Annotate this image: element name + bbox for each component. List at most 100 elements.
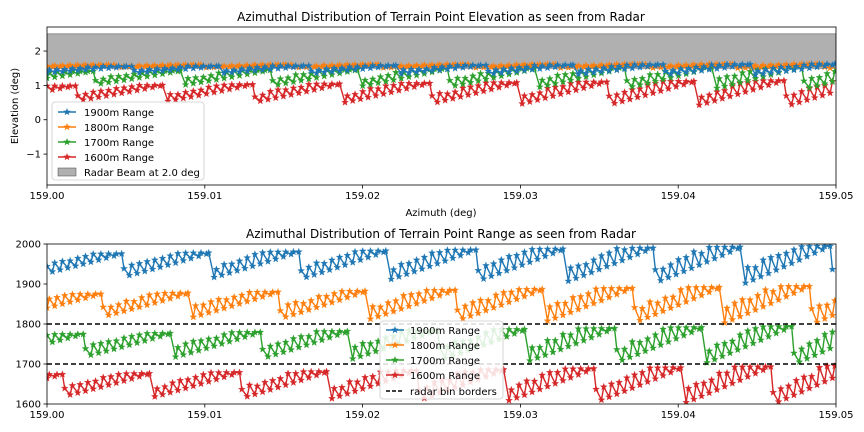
data-point [222, 368, 231, 376]
data-point [626, 95, 634, 103]
data-point [728, 315, 737, 323]
data-point [579, 336, 588, 344]
data-point [328, 298, 336, 306]
data-point [705, 288, 714, 296]
data-point [181, 249, 190, 257]
data-point [310, 85, 319, 94]
data-point [122, 369, 131, 377]
data-point [220, 260, 228, 268]
data-point [720, 382, 729, 390]
data-point [589, 255, 598, 264]
data-point [649, 89, 657, 97]
data-point [397, 74, 406, 82]
data-point [230, 66, 238, 74]
data-point [63, 334, 72, 342]
data-point [415, 65, 423, 73]
data-point [220, 304, 228, 312]
data-point [666, 73, 675, 81]
data-point [120, 376, 128, 385]
data-point [697, 291, 706, 299]
data-point [705, 65, 714, 73]
y-tick-label: 1 [35, 81, 41, 92]
data-point [287, 90, 295, 98]
data-point [164, 260, 172, 269]
data-point [135, 330, 144, 339]
data-point [518, 99, 526, 107]
data-point [753, 291, 762, 299]
data-point [304, 373, 313, 382]
data-point [720, 82, 729, 90]
data-point [628, 384, 637, 392]
data-point [207, 368, 215, 377]
data-point [405, 302, 413, 310]
data-point [705, 346, 714, 355]
data-point [692, 283, 700, 291]
data-point [304, 332, 313, 340]
data-point [828, 374, 836, 382]
data-point [728, 80, 737, 88]
data-point [536, 343, 544, 351]
data-point [389, 307, 398, 315]
data-point [584, 289, 593, 297]
data-point [479, 87, 488, 95]
data-point [733, 345, 742, 354]
data-point [559, 376, 567, 384]
data-point [618, 97, 627, 105]
data-point [235, 61, 244, 69]
data-point [127, 305, 136, 313]
data-point [690, 395, 698, 403]
data-point [284, 73, 292, 82]
data-point [559, 311, 567, 319]
data-point [626, 253, 634, 261]
data-point [497, 71, 506, 80]
data-point [528, 388, 536, 396]
data-point [48, 267, 57, 275]
data-point [361, 287, 369, 295]
data-point [281, 79, 290, 87]
data-point [241, 264, 249, 272]
data-point [579, 84, 588, 92]
data-point [107, 72, 115, 80]
data-point [772, 329, 781, 337]
data-point [156, 332, 165, 340]
data-point [405, 68, 413, 77]
data-point [197, 248, 205, 257]
data-point [153, 289, 161, 298]
data-point [222, 295, 231, 303]
data-point [274, 288, 282, 296]
data-point [656, 340, 665, 349]
data-point [181, 384, 190, 392]
data-point [89, 88, 98, 96]
data-point [341, 98, 349, 106]
data-point [184, 375, 192, 383]
data-point [705, 244, 714, 251]
data-point [89, 340, 98, 348]
data-point [114, 62, 123, 70]
data-point [104, 78, 113, 86]
data-point [551, 83, 560, 91]
data-point [453, 306, 462, 314]
data-point [207, 297, 215, 306]
data-point [158, 390, 167, 398]
data-point [358, 81, 367, 90]
data-point [487, 272, 496, 280]
data-point [780, 262, 788, 270]
data-point [720, 339, 729, 347]
data-point [97, 87, 105, 95]
data-point [330, 289, 339, 297]
data-point [140, 267, 149, 275]
data-point [482, 306, 490, 314]
data-point [251, 92, 259, 101]
data-point [261, 378, 269, 386]
data-point [684, 283, 693, 291]
data-point [720, 63, 729, 71]
data-point [472, 245, 480, 254]
data-point [348, 354, 357, 363]
data-point [813, 81, 821, 89]
data-point [472, 89, 480, 97]
data-point [559, 82, 567, 90]
data-point [767, 322, 775, 330]
data-point [710, 96, 719, 105]
data-point [826, 244, 834, 250]
data-point [66, 298, 74, 306]
